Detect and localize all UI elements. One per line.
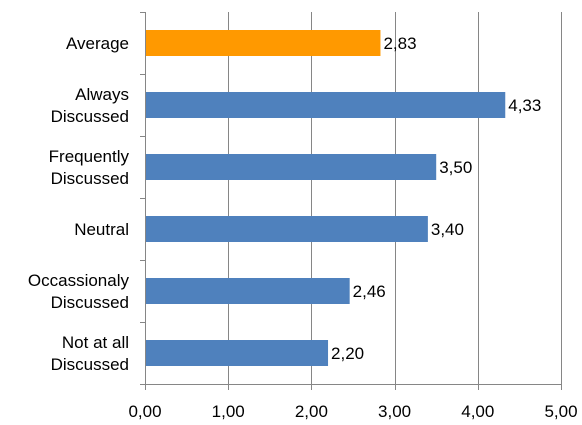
x-tick-label: 4,00 <box>461 402 494 421</box>
category-label: Always Discussed <box>51 85 129 126</box>
data-label: 4,33 <box>508 96 541 115</box>
x-tick-label: 0,00 <box>128 402 161 421</box>
bar <box>146 30 381 56</box>
category-label: Average <box>66 34 129 53</box>
x-tick-label: 5,00 <box>544 402 577 421</box>
category-label: Not at all Discussed <box>51 333 129 374</box>
x-tick-label: 3,00 <box>378 402 411 421</box>
gridlines <box>140 12 562 390</box>
data-label: 2,83 <box>383 34 416 53</box>
bar <box>146 92 506 118</box>
data-label: 3,40 <box>431 220 464 239</box>
data-label: 2,46 <box>353 282 386 301</box>
x-tick-label: 1,00 <box>212 402 245 421</box>
category-labels: Average Always Discussed Frequently Discusse… <box>28 34 130 374</box>
value-labels: 2,83 4,33 3,50 3,40 2,46 2,20 <box>331 34 541 363</box>
data-label: 2,20 <box>331 344 364 363</box>
x-axis-ticks: 0,00 1,00 2,00 3,00 4,00 5,00 <box>128 402 577 421</box>
category-label: Occassionaly Discussed <box>28 271 130 312</box>
bar <box>146 278 350 304</box>
category-label: Frequently Discussed <box>49 147 130 188</box>
category-label: Neutral <box>74 220 129 239</box>
bar <box>146 154 437 180</box>
x-tick-label: 2,00 <box>295 402 328 421</box>
bars <box>146 30 506 366</box>
bar <box>146 216 428 242</box>
data-label: 3,50 <box>439 158 472 177</box>
bar <box>146 340 329 366</box>
